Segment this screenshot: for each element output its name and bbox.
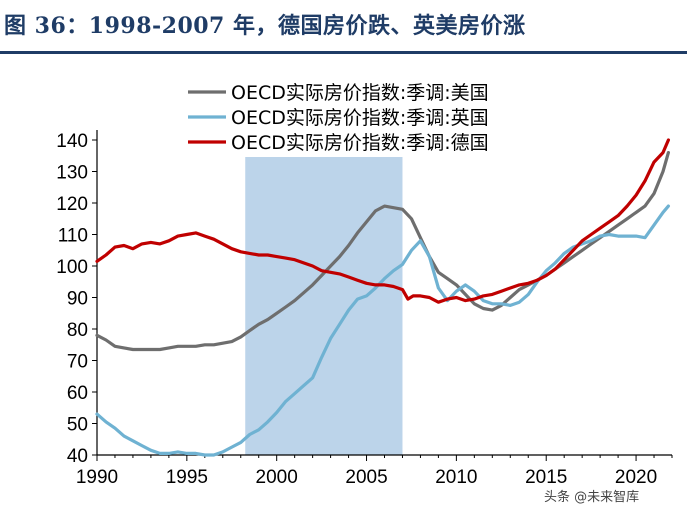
x-tick-label: 2000 <box>256 467 298 488</box>
series-line-3 <box>95 138 670 304</box>
y-tick-label: 110 <box>58 226 88 247</box>
x-tick-label: 1995 <box>166 467 208 488</box>
y-tick-label: 100 <box>56 257 88 278</box>
legend-label-2: OECD实际房价指数:季调:英国 <box>231 107 489 129</box>
chart-title: 图 36：1998-2007 年，德国房价跌、英美房价涨 <box>4 13 526 39</box>
series-line-1 <box>95 151 670 352</box>
y-tick-label: 50 <box>67 415 88 436</box>
y-tick-label: 140 <box>56 131 88 152</box>
y-tick-label: 60 <box>67 383 88 404</box>
legend-label-3: OECD实际房价指数:季调:德国 <box>231 132 489 154</box>
y-tick-label: 40 <box>67 446 88 467</box>
x-tick-label: 2015 <box>525 467 567 488</box>
legend: OECD实际房价指数:季调:美国 OECD实际房价指数:季调:英国 OECD实际房价… <box>188 82 489 154</box>
shaded-region-layer <box>245 157 403 455</box>
legend-label-1: OECD实际房价指数:季调:美国 <box>231 82 489 104</box>
x-tick-label: 1990 <box>76 467 118 488</box>
title-divider <box>0 51 687 54</box>
x-tick-label: 2020 <box>615 467 657 488</box>
shaded-period <box>245 157 403 455</box>
y-tick-label: 80 <box>67 320 88 341</box>
series-layer <box>95 138 670 457</box>
y-tick-label: 130 <box>56 163 88 184</box>
x-tick-label: 2005 <box>345 467 387 488</box>
x-tick-label: 2010 <box>435 467 477 488</box>
y-tick-label: 90 <box>67 289 88 310</box>
axis-layer: 40 50 60 70 80 90 100 110 120 130 140 1990 1995 2000 2… <box>56 130 673 488</box>
y-tick-label: 120 <box>56 194 88 215</box>
watermark: 头条 @未来智库 <box>544 490 640 505</box>
y-tick-label: 70 <box>67 352 88 373</box>
